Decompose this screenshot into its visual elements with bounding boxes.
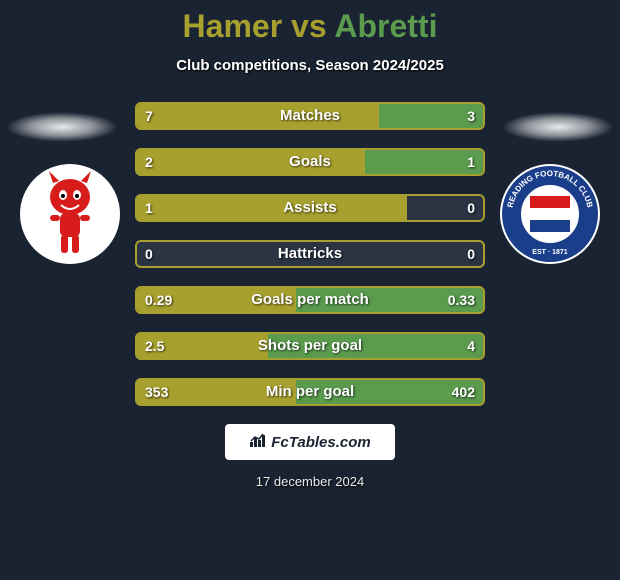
- comparison-title: Hamer vs Abretti: [0, 0, 620, 45]
- branding-badge: FcTables.com: [225, 424, 395, 460]
- player1-name: Hamer: [183, 8, 283, 44]
- crest-left: [20, 164, 120, 264]
- stat-label: Goals per match: [137, 288, 483, 312]
- stats-bars: 73Matches 21Goals 10Assists 00Hattricks 0.29…: [135, 102, 485, 406]
- stat-label: Min per goal: [137, 380, 483, 404]
- stat-label: Matches: [137, 104, 483, 128]
- stat-bar: 00Hattricks: [135, 240, 485, 268]
- stat-bar: 353402Min per goal: [135, 378, 485, 406]
- vs-text: vs: [291, 8, 327, 44]
- subtitle: Club competitions, Season 2024/2025: [0, 57, 620, 74]
- chart-icon: [249, 432, 267, 452]
- player2-name: Abretti: [334, 8, 437, 44]
- svg-text:EST · 1871: EST · 1871: [532, 249, 568, 256]
- lincoln-imp-icon: [35, 169, 105, 259]
- reading-fc-icon: READING FOOTBALL CLUB EST · 1871: [500, 164, 600, 264]
- stat-label: Hattricks: [137, 242, 483, 266]
- spotlight-left: [6, 112, 118, 142]
- stat-label: Assists: [137, 196, 483, 220]
- stat-bar: 0.290.33Goals per match: [135, 286, 485, 314]
- branding-text: FcTables.com: [271, 434, 370, 451]
- stat-bar: 73Matches: [135, 102, 485, 130]
- spotlight-right: [502, 112, 614, 142]
- date-text: 17 december 2024: [0, 474, 620, 489]
- stat-bar: 2.54Shots per goal: [135, 332, 485, 360]
- stat-label: Goals: [137, 150, 483, 174]
- crest-right: READING FOOTBALL CLUB EST · 1871: [500, 164, 600, 264]
- stat-bar: 10Assists: [135, 194, 485, 222]
- stat-label: Shots per goal: [137, 334, 483, 358]
- content-area: READING FOOTBALL CLUB EST · 1871 73Match…: [0, 102, 620, 406]
- stat-bar: 21Goals: [135, 148, 485, 176]
